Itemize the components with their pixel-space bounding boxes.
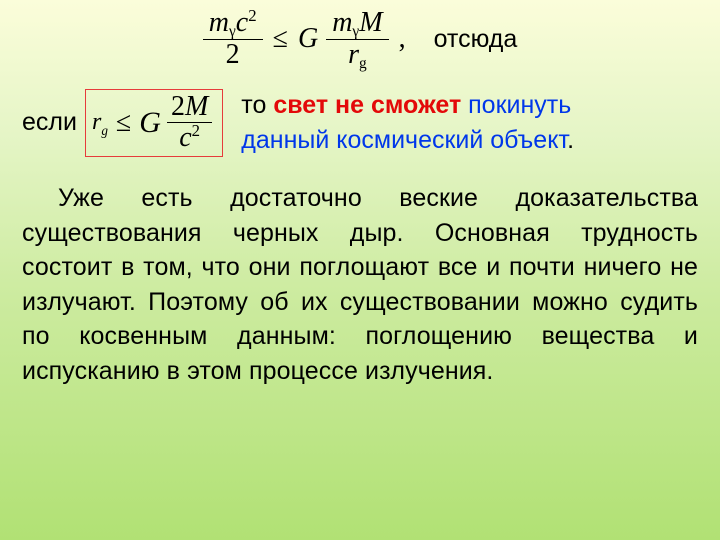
var-M: M [359,7,382,38]
sup-2b: 2 [192,121,200,140]
var-m: m [209,7,229,38]
var-G2: G [139,106,161,140]
comma: , [399,23,406,55]
den-2: 2 [220,40,246,71]
var-r2: r [92,109,101,135]
sub-g2: g [101,123,108,138]
period: . [567,126,574,154]
var-m2: m [332,7,352,38]
var-M2: M [185,91,208,122]
sup-2: 2 [248,6,256,25]
consequence-text: то свет не сможет покинуть данный космич… [241,90,574,157]
rhs-fraction-2: 2M c2 [167,92,212,155]
inequality-1: mγc2 2 ≤ G mγM rg , [203,8,406,71]
red-text: свет не сможет [273,91,461,119]
sub-g: g [359,55,367,72]
num-2: 2 [171,91,185,122]
sub-gamma2: γ [352,23,359,40]
var-r: r [348,39,359,70]
var-G: G [298,23,318,55]
inequality-2: rg ≤ G 2M c2 [92,92,212,155]
then-text: то [241,91,273,119]
hence-text: отсюда [434,25,518,54]
equation-row-2: если rg ≤ G 2M c2 то свет не сможет поки… [22,89,698,158]
rhs-fraction: mγM rg [326,8,388,71]
sub-gamma: γ [229,23,236,40]
body-paragraph: Уже есть достаточно веские доказательств… [22,181,698,388]
le-symbol-2: ≤ [114,107,133,139]
var-c2: c [179,122,191,153]
lhs-fraction: mγc2 2 [203,8,263,71]
var-c: c [236,7,248,38]
boxed-condition: rg ≤ G 2M c2 [85,89,223,158]
le-symbol: ≤ [271,23,290,55]
blue-text-1: покинуть [461,91,571,119]
if-text: если [22,108,77,137]
blue-text-2: данный космический объект [241,126,567,154]
equation-row-1: mγc2 2 ≤ G mγM rg , отсюда [22,8,698,71]
